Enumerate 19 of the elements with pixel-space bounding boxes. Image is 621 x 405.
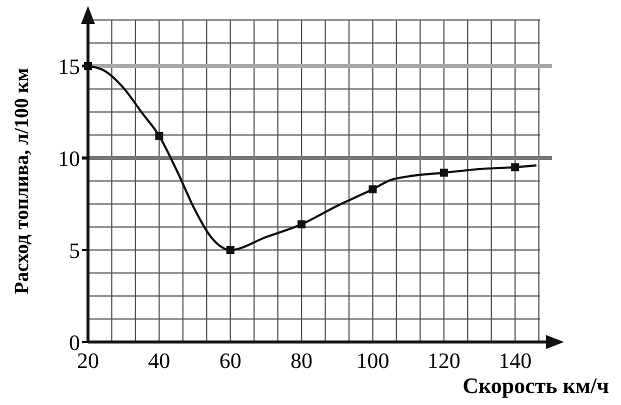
- y-tick-label: 5: [69, 238, 80, 263]
- x-axis-title: Скорость км/ч: [462, 373, 609, 398]
- point: [368, 185, 377, 194]
- x-tick-label: 20: [77, 348, 99, 373]
- y-tick-label: 15: [58, 54, 80, 79]
- y-tick-label: 10: [58, 146, 80, 171]
- y-axis-title: Расход топлива, л/100 км: [11, 68, 33, 294]
- x-tick-label: 120: [427, 348, 460, 373]
- point: [511, 163, 520, 172]
- x-tick-label: 140: [498, 348, 532, 373]
- x-tick-label: 60: [219, 348, 242, 373]
- point: [226, 246, 234, 254]
- point: [298, 220, 306, 228]
- y-tick-label: 0: [69, 330, 80, 355]
- x-tick-label: 40: [148, 348, 170, 373]
- x-tick-label: 80: [290, 348, 313, 373]
- point: [155, 132, 164, 140]
- x-tick-label: 100: [356, 348, 390, 373]
- point: [440, 168, 448, 177]
